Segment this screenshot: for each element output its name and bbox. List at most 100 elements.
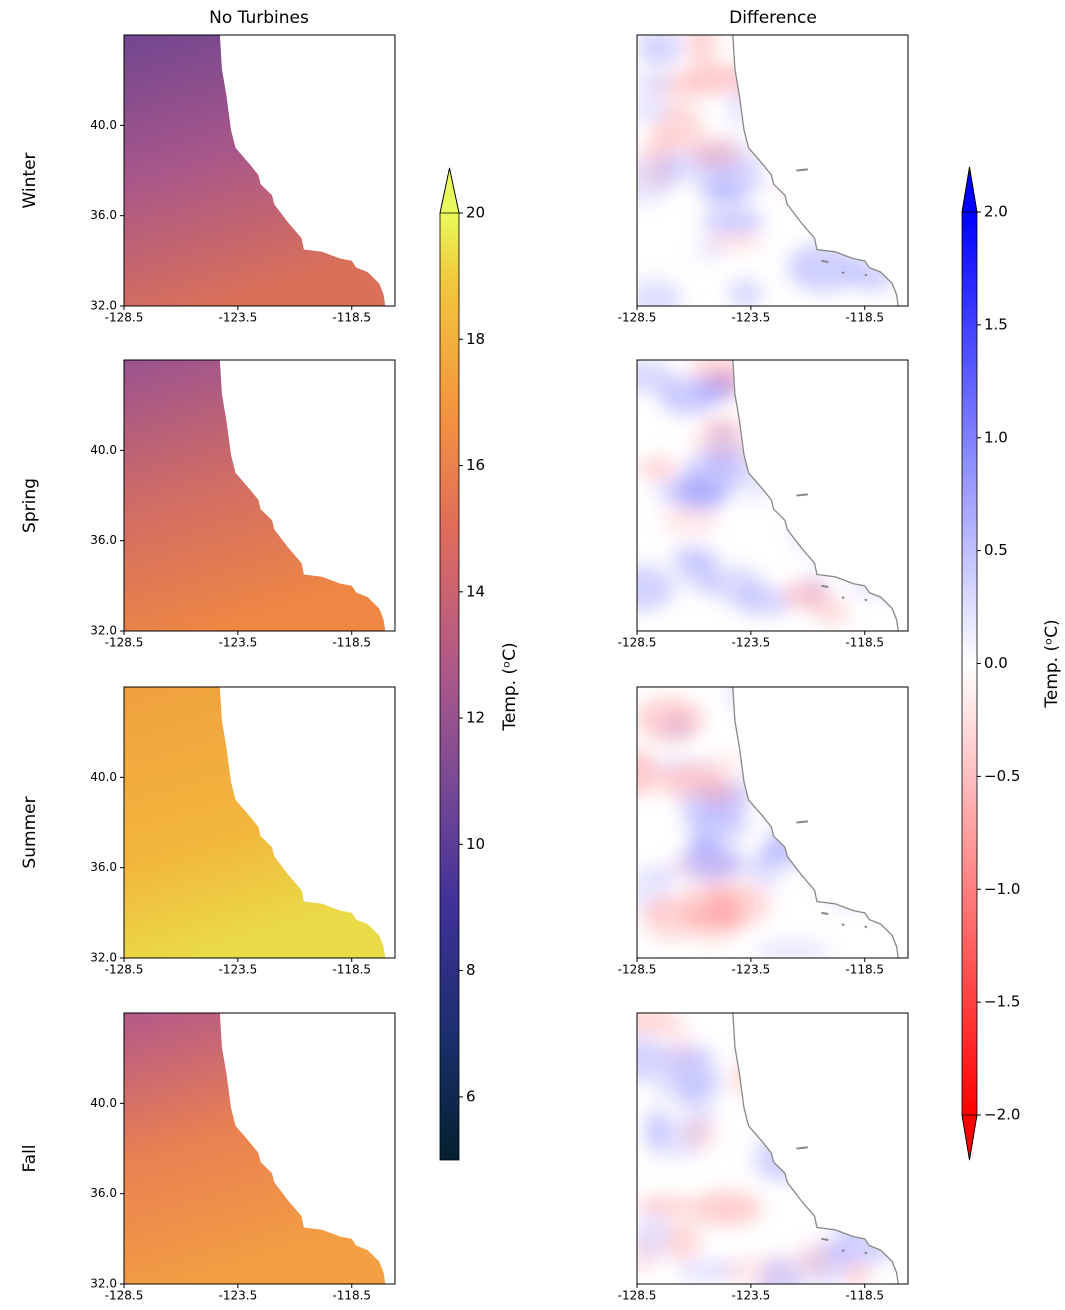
island xyxy=(864,273,868,277)
coastline xyxy=(732,1013,899,1284)
x-tick-label: -128.5 xyxy=(618,311,657,325)
map-panel xyxy=(124,687,395,958)
x-tick-label: -123.5 xyxy=(219,1289,258,1303)
colorbar xyxy=(962,212,977,1115)
column-title: No Turbines xyxy=(209,8,309,28)
anomaly-blob xyxy=(693,238,725,261)
colorbar-tick-label: 20 xyxy=(466,204,485,222)
island xyxy=(821,259,829,263)
island xyxy=(821,584,829,588)
colorbar-tick-label: 1.0 xyxy=(984,428,1008,446)
island xyxy=(796,1146,808,1150)
colorbar-extend xyxy=(961,1114,978,1161)
colorbar-tick-label: −0.5 xyxy=(984,767,1020,785)
anomaly-blob xyxy=(679,839,740,883)
land xyxy=(732,1013,908,1284)
anomaly-blob xyxy=(637,35,682,69)
anomaly-blob xyxy=(657,104,704,153)
y-tick-label: 40.0 xyxy=(90,118,117,132)
x-tick-label: -128.5 xyxy=(105,963,144,977)
colorbar-tick-label: 18 xyxy=(466,330,485,348)
panel-frame xyxy=(636,1012,909,1285)
anomaly-blob xyxy=(707,756,738,777)
map-panel xyxy=(637,687,908,958)
anomaly-blob xyxy=(758,1256,805,1284)
y-tick-label: 32.0 xyxy=(90,624,117,638)
y-tick-label: 32.0 xyxy=(90,951,117,965)
island xyxy=(821,911,829,915)
panel-frame xyxy=(123,359,396,632)
colorbar-tick-label: 6 xyxy=(466,1087,476,1105)
y-tick-label: 36.0 xyxy=(90,533,117,547)
anomaly-blob xyxy=(670,1050,717,1099)
anomaly-blob xyxy=(690,1190,763,1227)
anomaly-blob xyxy=(652,75,704,103)
y-tick-label: 40.0 xyxy=(90,1096,117,1110)
anomaly-blob xyxy=(792,1243,835,1279)
x-tick-label: -118.5 xyxy=(845,311,884,325)
anomaly-blob xyxy=(665,1046,717,1063)
island xyxy=(821,1237,829,1241)
x-tick-label: -118.5 xyxy=(332,963,371,977)
coastline xyxy=(732,687,899,958)
island xyxy=(841,1249,845,1253)
x-tick-label: -123.5 xyxy=(219,963,258,977)
land xyxy=(732,687,908,958)
colorbar-tick-label: −1.5 xyxy=(984,993,1020,1011)
anomaly-blob xyxy=(637,1210,671,1261)
panel-frame xyxy=(636,686,909,959)
column-title: Difference xyxy=(729,8,817,28)
anomaly-blob xyxy=(782,580,829,610)
row-label: Fall xyxy=(20,1144,40,1172)
land xyxy=(219,360,395,631)
anomaly-blob xyxy=(728,278,763,306)
colorbar-tick-label: −2.0 xyxy=(984,1106,1020,1124)
y-tick-label: 32.0 xyxy=(90,299,117,313)
coastline xyxy=(732,35,899,306)
anomaly-blob xyxy=(733,586,793,616)
land xyxy=(732,360,908,631)
x-tick-label: -123.5 xyxy=(732,311,771,325)
y-tick-label: 40.0 xyxy=(90,770,117,784)
x-tick-label: -123.5 xyxy=(219,311,258,325)
colorbar-extend xyxy=(961,166,978,213)
colorbar-tick-label: 10 xyxy=(466,835,485,853)
colorbar-tick-label: 16 xyxy=(466,456,485,474)
anomaly-blob xyxy=(701,208,765,234)
anomaly-blob xyxy=(677,785,749,822)
x-tick-label: -118.5 xyxy=(332,1289,371,1303)
colorbar-extend xyxy=(439,167,460,214)
map-panel xyxy=(124,360,395,631)
anomaly-blob xyxy=(679,552,717,591)
y-tick-label: 40.0 xyxy=(90,443,117,457)
map-panel xyxy=(637,1013,908,1284)
colorbar-tick-label: 2.0 xyxy=(984,203,1008,221)
island xyxy=(796,820,808,824)
panel-frame xyxy=(123,34,396,307)
colorbar-frame xyxy=(439,167,460,1161)
island xyxy=(841,596,845,600)
row-label: Spring xyxy=(20,478,40,533)
map-panel xyxy=(637,360,908,631)
colorbar-label: Temp. (ᵒC) xyxy=(1042,619,1062,708)
colorbar-tick-label: 0.5 xyxy=(984,541,1008,559)
y-tick-label: 36.0 xyxy=(90,1186,117,1200)
y-tick-label: 36.0 xyxy=(90,208,117,222)
land xyxy=(219,1013,395,1284)
anomaly-blob xyxy=(685,35,718,63)
anomaly-blob xyxy=(658,151,696,182)
island xyxy=(796,493,808,497)
anomaly-blob xyxy=(637,1013,681,1034)
anomaly-blob xyxy=(637,696,704,742)
y-tick-label: 36.0 xyxy=(90,860,117,874)
x-tick-label: -128.5 xyxy=(618,963,657,977)
island xyxy=(864,598,868,602)
map-panel xyxy=(637,35,908,306)
anomaly-blob xyxy=(662,1219,702,1262)
anomaly-blob xyxy=(637,1196,696,1215)
island xyxy=(864,925,868,929)
colorbar-tick-label: 1.5 xyxy=(984,315,1008,333)
panel-frame xyxy=(636,359,909,632)
row-label: Summer xyxy=(20,796,40,868)
